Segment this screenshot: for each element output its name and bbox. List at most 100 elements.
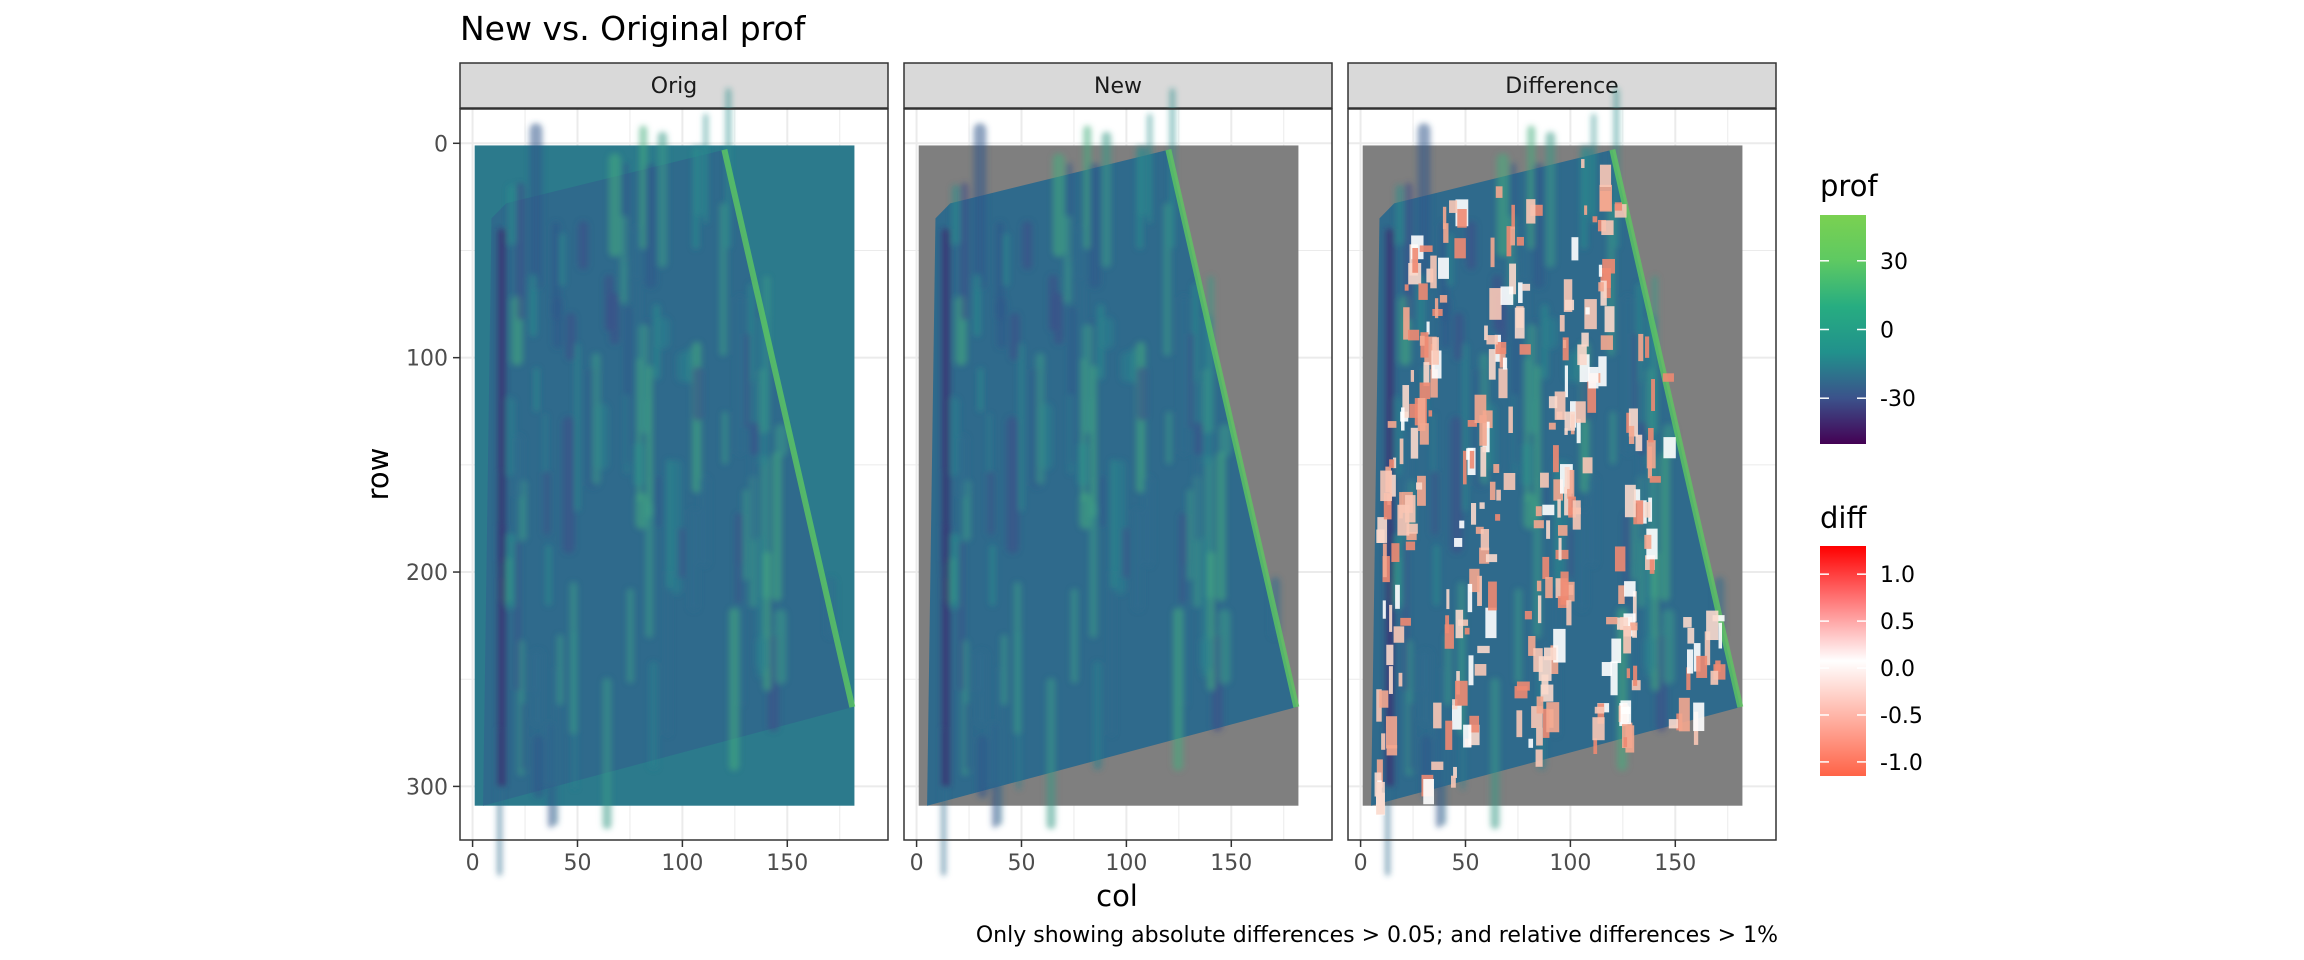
difference-patch [1599, 190, 1611, 211]
difference-patch [1557, 525, 1568, 536]
chart-title: New vs. Original prof [460, 9, 807, 48]
difference-patch [1710, 670, 1719, 685]
panel-border [459, 108, 889, 841]
difference-patch [1693, 702, 1705, 732]
raster-streak [531, 649, 544, 727]
difference-patch [1630, 622, 1638, 631]
difference-patch [1683, 617, 1692, 628]
difference-patch [1485, 607, 1497, 639]
difference-patch [1463, 724, 1472, 748]
difference-patch [1628, 425, 1635, 444]
raster-streak [1496, 153, 1509, 258]
x-tick-label: 100 [1105, 851, 1147, 876]
difference-patch [1452, 699, 1458, 710]
raster-streak [1101, 131, 1112, 268]
raster-streak [507, 184, 516, 246]
difference-patch [1536, 696, 1544, 714]
difference-patch [1528, 636, 1536, 656]
difference-patch [1474, 664, 1487, 676]
difference-patch [1486, 335, 1498, 345]
raster-edge-band [721, 149, 856, 708]
difference-patch [1606, 616, 1618, 625]
raster-streak [1419, 649, 1432, 727]
raster-streak [1188, 332, 1195, 429]
difference-patch [1718, 622, 1723, 649]
raster-streak [664, 570, 671, 736]
difference-patch [1428, 410, 1433, 417]
difference-patch [1623, 626, 1632, 654]
difference-patch [1389, 459, 1395, 468]
raster-streak [742, 489, 749, 581]
difference-patch [1646, 528, 1658, 560]
raster-streak [678, 527, 685, 579]
raster-streak [609, 292, 620, 345]
difference-patch [1662, 373, 1674, 382]
raster-streak [750, 381, 757, 542]
difference-patch [1502, 357, 1508, 370]
difference-patch [1467, 583, 1473, 613]
x-tick-label: 150 [1210, 851, 1252, 876]
raster-streak [986, 721, 999, 788]
raster-streak [1022, 221, 1033, 270]
raster-streak [703, 113, 709, 224]
raster-streak [1440, 297, 1451, 349]
difference-patch [1587, 381, 1597, 413]
raster-streak [1130, 347, 1136, 384]
raster-streak [1136, 145, 1144, 250]
difference-patch [1624, 581, 1636, 597]
x-tick-label: 0 [1354, 851, 1368, 876]
raster-streak [635, 493, 648, 530]
raster-streak [591, 352, 601, 485]
raster-streak [1545, 131, 1556, 268]
difference-patch [1712, 615, 1725, 622]
difference-patch [1509, 263, 1517, 295]
legend-label: 1.0 [1880, 563, 1915, 588]
difference-patch [1553, 479, 1564, 501]
raster-streak [1453, 312, 1464, 361]
raster-streak [654, 475, 662, 527]
difference-patch [1599, 164, 1612, 187]
difference-patch [1686, 667, 1691, 691]
difference-patch [1403, 307, 1410, 340]
difference-patch [1592, 717, 1605, 741]
difference-patch [1391, 543, 1400, 562]
raster-streak [1070, 588, 1079, 684]
difference-patch [1452, 705, 1462, 730]
x-axis-ticks: 0 50 100 150 [1354, 840, 1696, 876]
difference-patch [1706, 610, 1719, 641]
y-tick-label: 300 [406, 775, 448, 800]
raster-streak [1408, 702, 1414, 770]
legend-title: prof [1820, 169, 1878, 203]
difference-patch [1479, 547, 1490, 564]
raster-streak [649, 661, 658, 770]
raster-streak [1046, 677, 1056, 830]
difference-patch [1555, 549, 1569, 560]
difference-patch [1423, 779, 1435, 805]
raster-streak [1052, 153, 1065, 258]
raster-streak [676, 351, 689, 383]
difference-patch [1546, 702, 1560, 733]
legend-colorbar [1820, 546, 1866, 776]
difference-patch [1564, 466, 1570, 489]
raster-streak [995, 221, 1005, 321]
facet-strip-label: Difference [1505, 74, 1618, 99]
difference-patch [1401, 407, 1405, 431]
difference-patch [1514, 307, 1525, 339]
difference-patch [1562, 337, 1569, 361]
raster-edge-band [1609, 149, 1744, 708]
raster-streak [1053, 292, 1064, 345]
raster-region [1371, 88, 1744, 876]
difference-patch [1389, 604, 1393, 632]
difference-patch [1541, 674, 1549, 695]
difference-patch [1632, 591, 1637, 622]
difference-patch [1553, 445, 1559, 473]
difference-patch [1415, 482, 1423, 490]
raster-streak [1194, 421, 1204, 456]
difference-patch [1419, 245, 1433, 252]
difference-patch [1489, 288, 1502, 320]
difference-patch [1445, 720, 1453, 750]
difference-patch [1419, 423, 1429, 445]
difference-patch [1398, 672, 1403, 687]
difference-patch [1581, 159, 1585, 169]
